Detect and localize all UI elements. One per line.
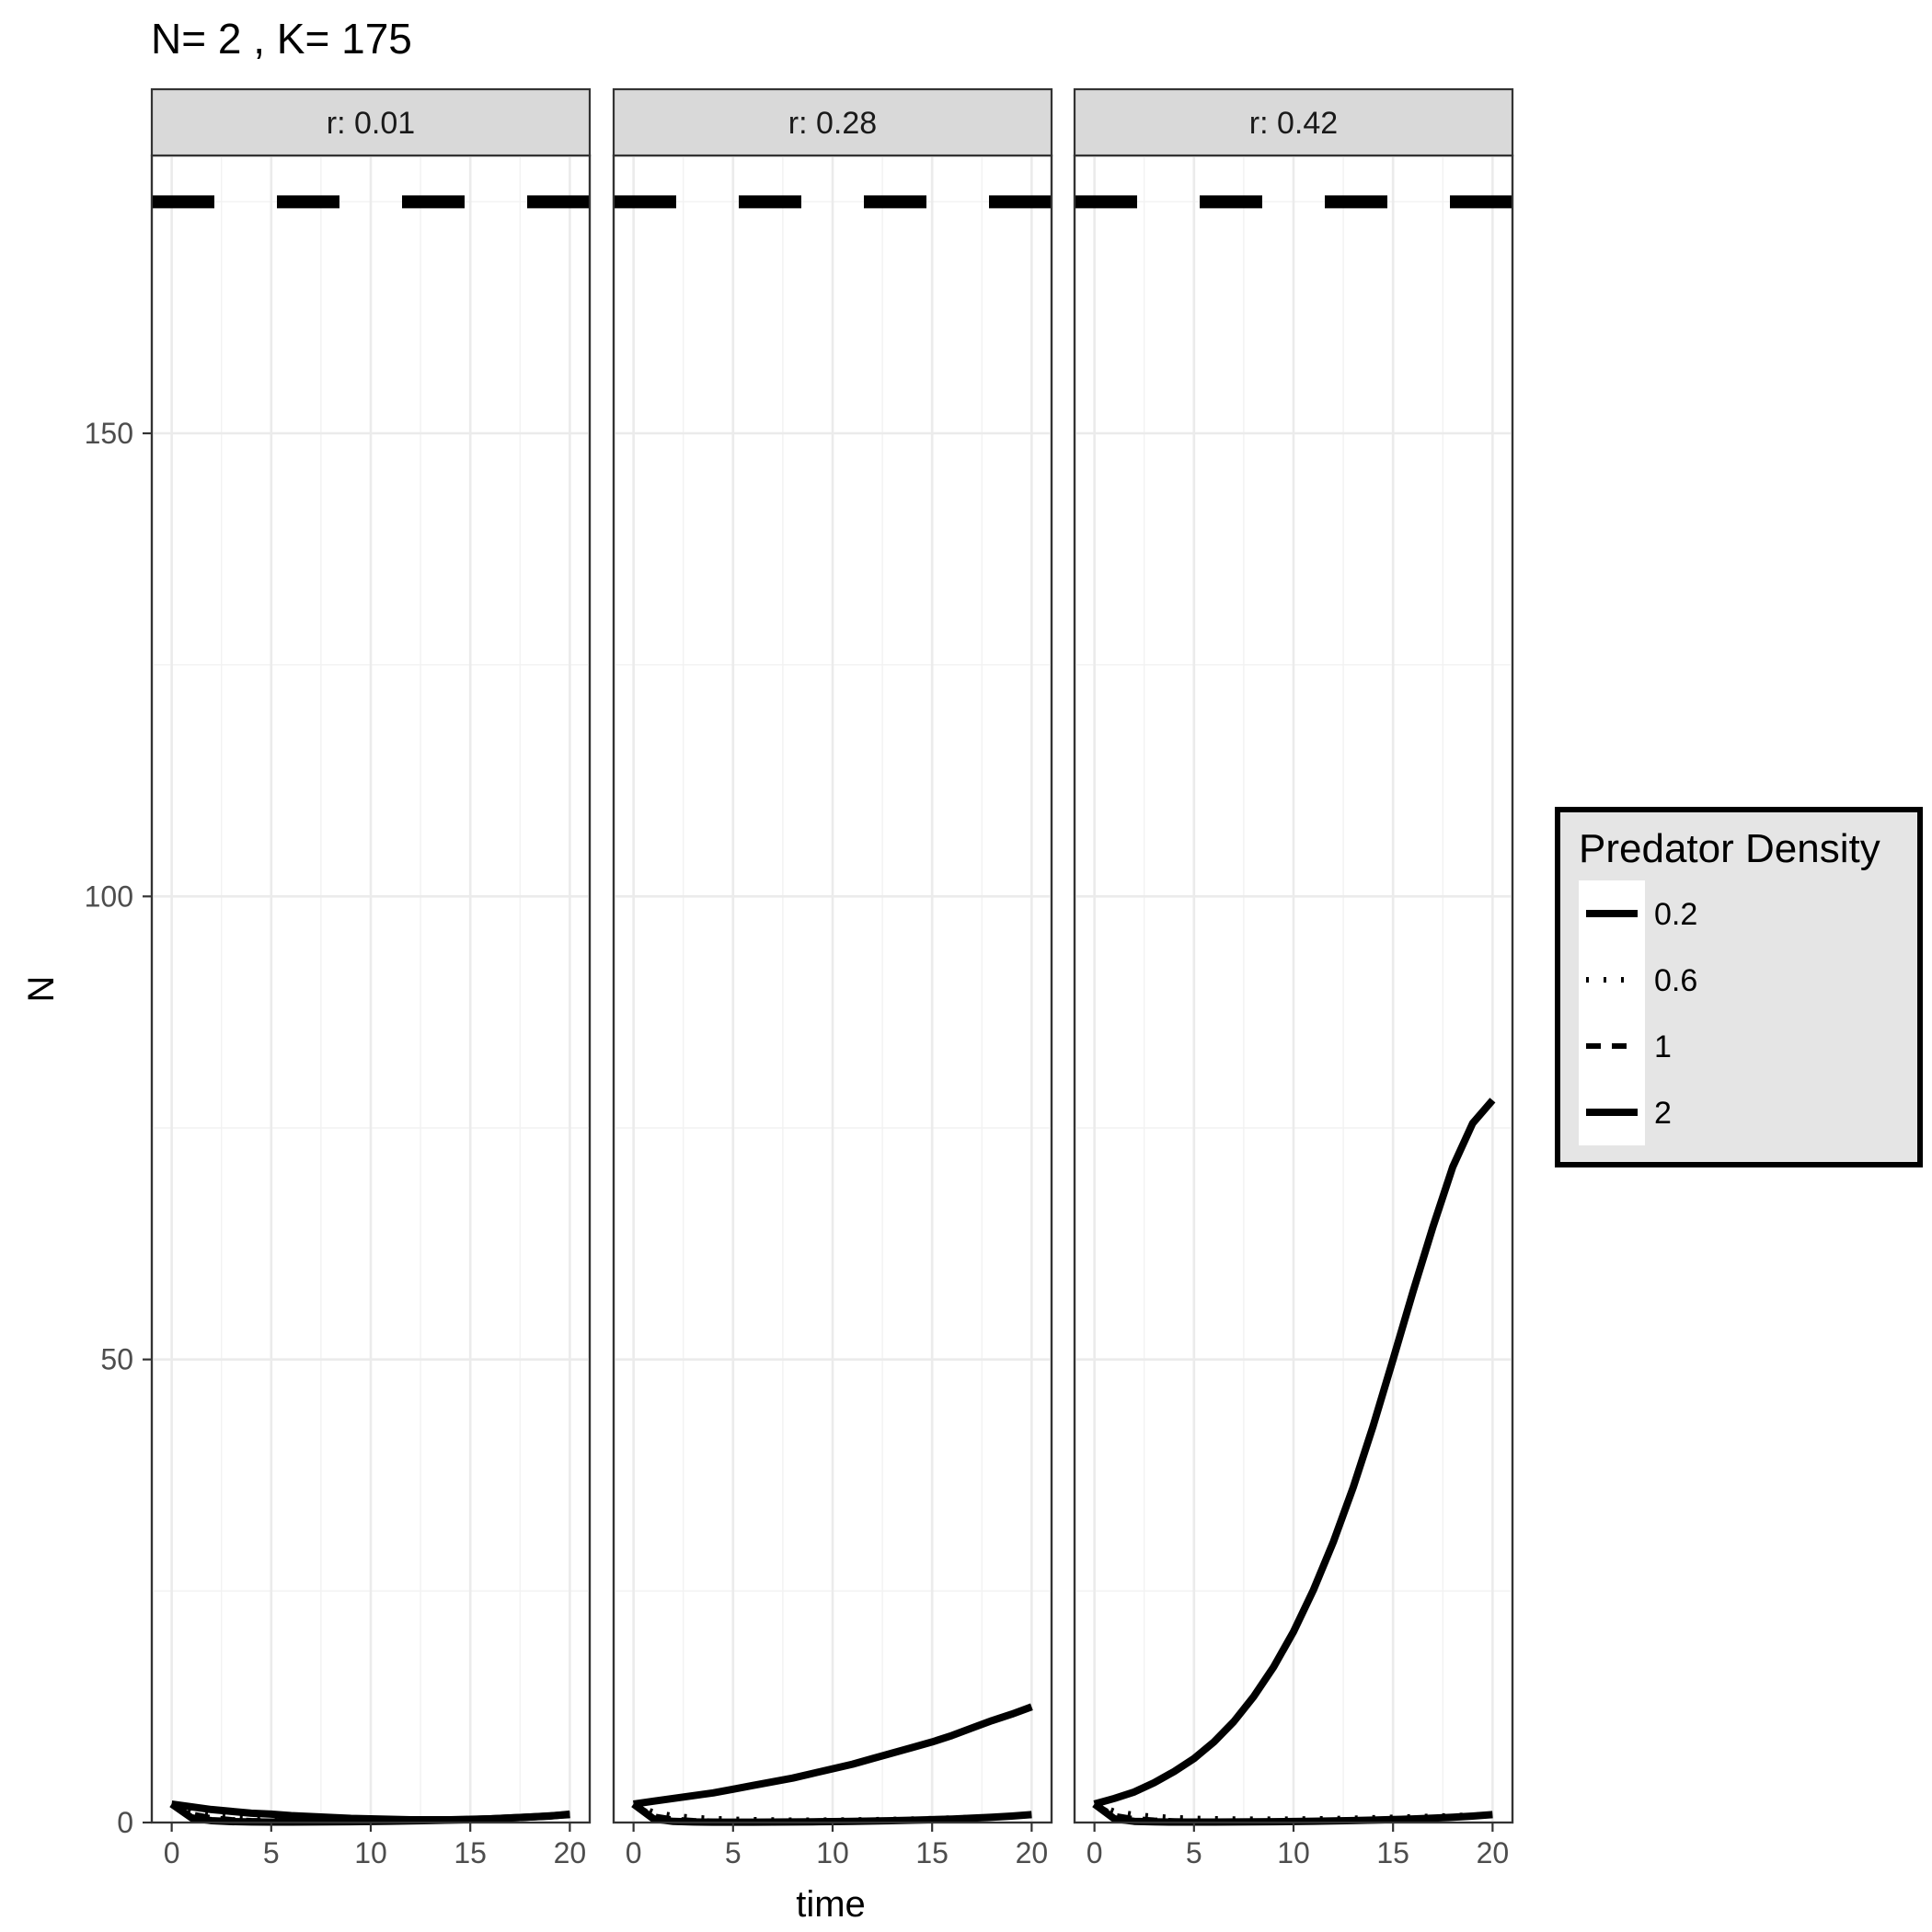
- y-axis: 0 50 100 150: [85, 417, 152, 1839]
- x-tick-label: 15: [915, 1836, 949, 1869]
- facet-panel-r-0.01: r: 0.01 0 5 10 15 20: [150, 87, 592, 1869]
- legend-item-0-2: 0.2: [1579, 880, 1697, 947]
- x-tick-label: 0: [164, 1836, 180, 1869]
- x-tick-label: 20: [1477, 1836, 1510, 1869]
- facet-strip: [612, 87, 1053, 157]
- x-tick-label: 5: [725, 1836, 742, 1869]
- facet-strip: [1073, 87, 1514, 157]
- legend-label: 0.6: [1654, 963, 1697, 998]
- legend-item-0-6: 0.6: [1579, 947, 1697, 1013]
- legend-title: Predator Density: [1579, 826, 1880, 871]
- x-tick-label: 20: [1016, 1836, 1049, 1869]
- facet-strip: [150, 87, 592, 157]
- x-tick-label: 10: [816, 1836, 849, 1869]
- legend-item-1: 1: [1579, 1013, 1672, 1079]
- legend-item-2: 2: [1579, 1079, 1672, 1145]
- series-line-0-2: [633, 1703, 1033, 1808]
- legend-label: 0.2: [1654, 897, 1697, 932]
- plot-title: N= 2 , K= 175: [151, 15, 412, 63]
- legend-key: [1579, 947, 1645, 1013]
- x-tick-label: 15: [1376, 1836, 1409, 1869]
- facet-strip-label: r: 0.42: [1249, 106, 1338, 141]
- x-tick-label: 10: [1277, 1836, 1310, 1869]
- series-line-0-2: [1093, 1098, 1496, 1808]
- x-tick-label: 20: [554, 1836, 587, 1869]
- x-axis-title: time: [796, 1884, 866, 1925]
- facet-strip-label: r: 0.28: [788, 106, 877, 141]
- legend-label: 1: [1654, 1029, 1672, 1064]
- x-tick-label: 5: [263, 1836, 280, 1869]
- legend: Predator Density 0.2 0.6 1 2: [1555, 807, 1923, 1167]
- x-tick-label: 5: [1186, 1836, 1202, 1869]
- x-tick-label: 15: [454, 1836, 487, 1869]
- legend-label: 2: [1654, 1096, 1672, 1131]
- y-tick-label: 50: [100, 1343, 133, 1376]
- x-tick-label: 10: [354, 1836, 387, 1869]
- facet-strip-label: r: 0.01: [327, 106, 415, 141]
- facet-panel-r-0.42: r: 0.42 0 5 10 15 20: [1073, 87, 1514, 1869]
- facet-panel-r-0.28: r: 0.28 0 5 10 15 20: [612, 87, 1053, 1869]
- x-tick-label: 0: [1087, 1836, 1103, 1869]
- y-tick-label: 100: [85, 880, 133, 913]
- facet-panels: r: 0.01 0 5 10 15 20 r: 0.28 0 5 10 15 20 r: 0.42 0 5 1…: [150, 87, 1514, 1869]
- y-tick-label: 0: [117, 1806, 133, 1839]
- y-axis-title: N: [21, 976, 62, 1003]
- y-tick-label: 150: [85, 417, 133, 450]
- x-tick-label: 0: [626, 1836, 642, 1869]
